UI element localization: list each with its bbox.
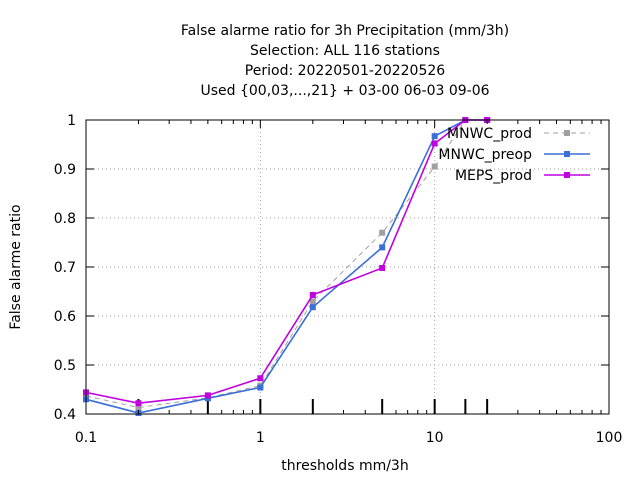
legend-marker-MEPS_prod — [564, 172, 570, 178]
legend-label-MNWC_preop: MNWC_preop — [438, 147, 532, 163]
data-point-MEPS_prod — [204, 392, 211, 399]
legend-marker-MNWC_preop — [564, 151, 570, 157]
axis-ticks: 0.4 0.5 0.6 0.7 0.8 0.9 1 0.1 1 10 100 — [54, 113, 623, 446]
y-tick-label: 0.8 — [54, 211, 76, 227]
data-point-MEPS_prod — [257, 375, 264, 382]
series-line-MNWC_prod — [85, 119, 488, 409]
x-tick-label: 100 — [596, 430, 623, 446]
y-tick-label: 0.5 — [54, 358, 76, 374]
y-tick-label: 0.7 — [54, 260, 76, 276]
data-point-MEPS_prod — [431, 140, 438, 147]
legend-label-MNWC_prod: MNWC_prod — [447, 126, 532, 142]
y-tick-label: 1 — [67, 113, 76, 129]
data-point-MNWC_preop — [379, 244, 386, 251]
data-point-MNWC_prod — [309, 298, 316, 305]
y-tick-label: 0.6 — [54, 309, 76, 325]
legend: MNWC_prod MNWC_preop MEPS_prod — [438, 126, 590, 184]
x-tick-label: 0.1 — [75, 430, 97, 446]
title-line-1: False alarme ratio for 3h Precipitation … — [181, 23, 509, 39]
x-tick-label: 1 — [256, 430, 265, 446]
series-line-MEPS_prod — [85, 119, 488, 405]
data-point-MEPS_prod — [135, 400, 142, 407]
y-tick-label: 0.9 — [54, 162, 76, 178]
data-point-MNWC_preop — [257, 384, 264, 391]
data-point-MNWC_preop — [431, 133, 438, 140]
data-point-MNWC_prod — [379, 229, 386, 236]
title-line-3: Period: 20220501-20220526 — [245, 63, 445, 79]
title-line-4: Used {00,03,...,21} + 03-00 06-03 09-06 — [200, 83, 489, 99]
title-line-2: Selection: ALL 116 stations — [250, 43, 440, 59]
data-point-MNWC_prod — [135, 404, 142, 411]
x-axis-label: thresholds mm/3h — [281, 458, 408, 474]
data-point-MNWC_prod — [431, 163, 438, 170]
chart-title: False alarme ratio for 3h Precipitation … — [181, 23, 509, 99]
data-point-MNWC_preop — [309, 304, 316, 311]
x-tick-label: 10 — [426, 430, 444, 446]
y-tick-label: 0.4 — [54, 407, 76, 423]
data-point-MEPS_prod — [379, 264, 386, 271]
y-axis-label: False alarme ratio — [8, 204, 24, 329]
legend-label-MEPS_prod: MEPS_prod — [455, 168, 532, 184]
legend-marker-MNWC_prod — [564, 130, 570, 136]
data-point-MEPS_prod — [309, 291, 316, 298]
